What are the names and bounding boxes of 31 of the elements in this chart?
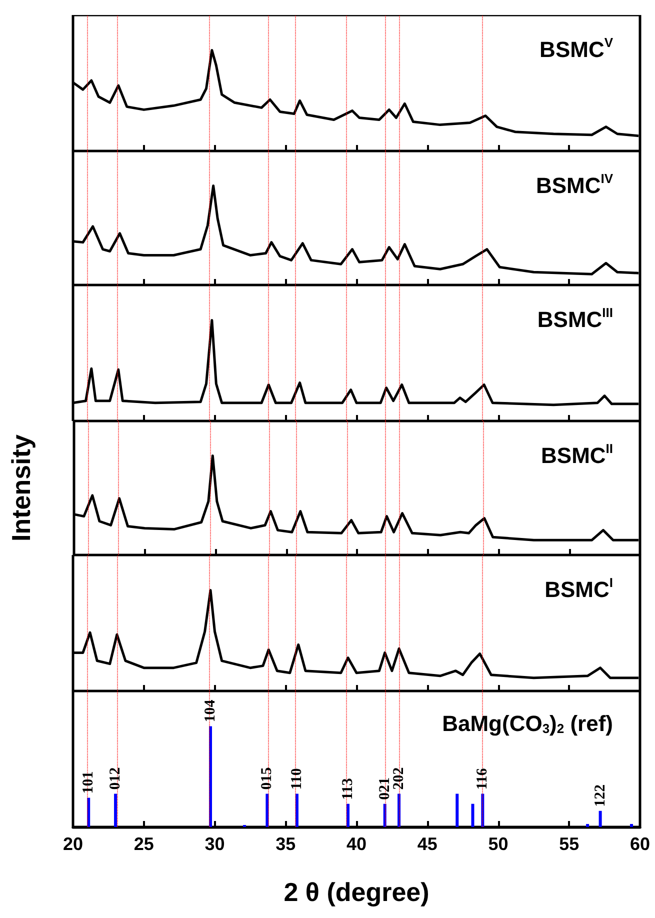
bar bbox=[586, 824, 590, 827]
annotation: 104 bbox=[202, 699, 218, 722]
bar bbox=[346, 804, 350, 827]
x-axis-title: 2 θ (degree) bbox=[284, 877, 430, 907]
annotation: 202 bbox=[391, 767, 408, 790]
bar bbox=[471, 804, 474, 827]
x-tick-label: 30 bbox=[204, 834, 225, 854]
annotation: 021 bbox=[376, 777, 393, 800]
y-axis-title: Intensity bbox=[6, 434, 36, 542]
bar bbox=[266, 794, 269, 827]
x-tick-label: 45 bbox=[417, 834, 438, 854]
bar bbox=[630, 824, 633, 827]
bar bbox=[295, 794, 298, 827]
bar bbox=[456, 794, 459, 827]
bar bbox=[114, 794, 118, 827]
x-tick-label: 25 bbox=[134, 834, 154, 854]
x-tick-label: 60 bbox=[630, 834, 650, 854]
annotation: 122 bbox=[592, 784, 608, 807]
bar bbox=[598, 810, 602, 827]
annotation: 113 bbox=[340, 778, 356, 800]
chart-title: BaMg(CO3)2 (ref) bbox=[442, 711, 614, 736]
x-tick-label: 20 bbox=[62, 834, 84, 854]
x-tick-label: 35 bbox=[276, 834, 296, 854]
annotation: 116 bbox=[474, 768, 491, 790]
x-tick-label: 50 bbox=[488, 834, 508, 854]
x-tick-label: 40 bbox=[346, 834, 367, 854]
annotation: 101 bbox=[80, 771, 97, 794]
annotation: 012 bbox=[108, 767, 124, 790]
annotation: 110 bbox=[288, 768, 305, 790]
x-tick-label: 55 bbox=[559, 834, 580, 854]
annotation: 015 bbox=[259, 767, 276, 790]
